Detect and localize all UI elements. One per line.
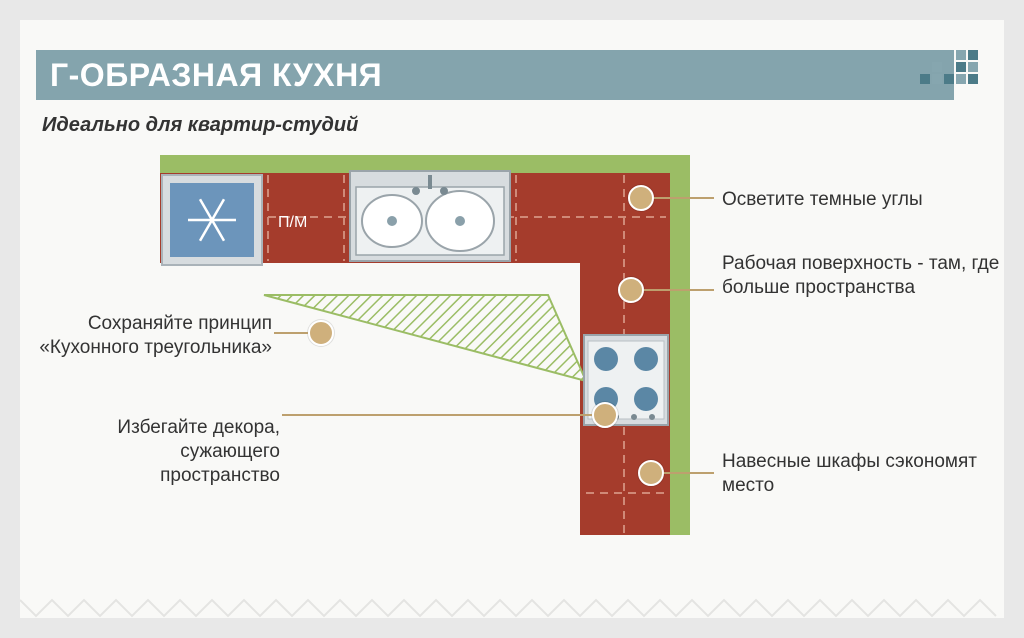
- deco-square: [968, 74, 978, 84]
- deco-square: [956, 62, 966, 72]
- callout-c2: Рабочая поверхность - там, где больше пр…: [722, 252, 1002, 300]
- callout-c5: Избегайте декора, сужающего пространство: [60, 416, 280, 487]
- title-bar: Г-ОБРАЗНАЯ КУХНЯ: [36, 50, 954, 100]
- callout-lead: [644, 289, 714, 291]
- callout-dot: [638, 460, 664, 486]
- callout-dot: [308, 320, 334, 346]
- callout-dot: [618, 277, 644, 303]
- callout-lead: [274, 332, 308, 334]
- callout-c3: Навесные шкафы сэкономят место: [722, 450, 982, 498]
- callout-lead: [654, 197, 714, 199]
- deco-square: [968, 50, 978, 60]
- zigzag-edge: [20, 594, 1004, 618]
- callout-c4: Сохраняйте принцип «Кухонного треугольни…: [32, 312, 272, 360]
- deco-square: [968, 62, 978, 72]
- callout-lead: [664, 472, 714, 474]
- callout-c1: Осветите темные углы: [722, 188, 982, 212]
- page-title: Г-ОБРАЗНАЯ КУХНЯ: [50, 57, 382, 94]
- page: Г-ОБРАЗНАЯ КУХНЯ Идеально для квартир-ст…: [20, 20, 1004, 618]
- svg-text:П/М: П/М: [278, 214, 307, 231]
- callout-dot: [628, 185, 654, 211]
- callout-dot: [592, 402, 618, 428]
- callout-lead: [282, 414, 592, 416]
- subtitle: Идеально для квартир-студий: [42, 114, 358, 137]
- deco-square: [932, 62, 942, 72]
- deco-square: [956, 50, 966, 60]
- deco-square: [944, 74, 954, 84]
- deco-square: [956, 74, 966, 84]
- deco-square: [932, 74, 942, 84]
- deco-square: [920, 74, 930, 84]
- decorative-squares: [920, 50, 980, 100]
